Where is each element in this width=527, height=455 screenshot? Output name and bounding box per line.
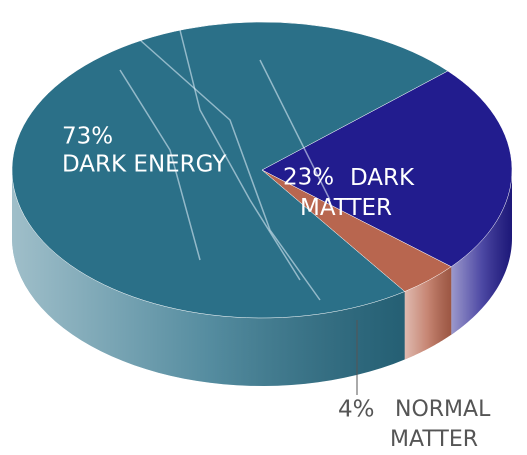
- slice-side-shade: [12, 170, 405, 386]
- lightning: [259, 59, 331, 201]
- value-label: 4%: [338, 397, 375, 423]
- slice-side-shade: [404, 266, 452, 360]
- lightning: [179, 29, 301, 281]
- category-label: DARK ENERGY: [62, 152, 227, 178]
- category-word: MATTER: [300, 195, 392, 221]
- slice: [11, 21, 449, 319]
- value-label: 23%: [283, 165, 334, 191]
- lightning: [119, 69, 201, 261]
- category-label: DARK MATTER: [300, 165, 415, 221]
- category-label: NORMAL MATTER: [390, 397, 491, 452]
- category-word: NORMAL: [395, 397, 491, 422]
- slice-side-shade: [451, 170, 512, 335]
- lightning: [139, 39, 321, 301]
- category-word: MATTER: [390, 427, 478, 452]
- value-label: 73%: [62, 124, 113, 150]
- category-word: DARK: [350, 165, 415, 191]
- slice: [261, 70, 513, 267]
